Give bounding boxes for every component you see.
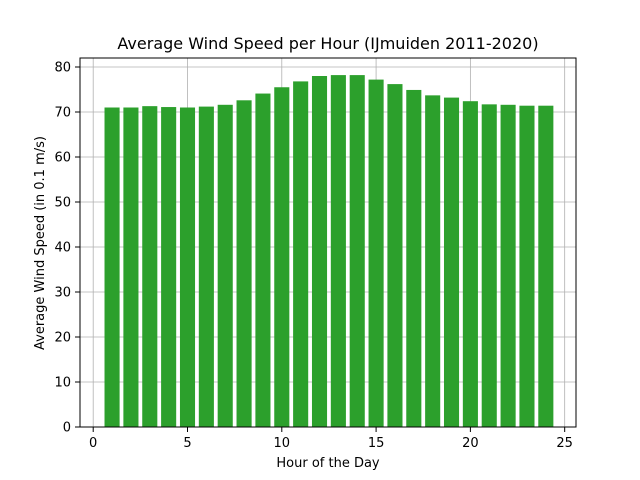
y-tick-label: 10 bbox=[54, 376, 71, 391]
y-axis-ticks: 0 10 20 30 40 50 60 70 80 bbox=[54, 61, 80, 436]
x-tick-label: 15 bbox=[368, 436, 385, 451]
x-tick-label: 0 bbox=[89, 436, 97, 451]
y-tick-label: 20 bbox=[54, 331, 71, 346]
y-axis-label: Average Wind Speed (in 0.1 m/s) bbox=[33, 136, 48, 350]
bar-hour-10 bbox=[274, 87, 290, 427]
y-tick-label: 60 bbox=[54, 151, 71, 166]
y-tick-label: 30 bbox=[54, 286, 71, 301]
x-tick-label: 10 bbox=[274, 436, 291, 451]
y-tick-label: 40 bbox=[54, 241, 71, 256]
bar-hour-15 bbox=[368, 79, 384, 427]
y-tick-label: 50 bbox=[54, 196, 71, 211]
bar-hour-23 bbox=[519, 105, 535, 427]
x-axis-ticks: 0 5 10 15 20 25 bbox=[89, 427, 573, 451]
bar-hour-1 bbox=[104, 107, 120, 427]
bar-hour-8 bbox=[236, 100, 252, 428]
bar-hour-7 bbox=[217, 104, 233, 428]
bar-hour-21 bbox=[481, 104, 497, 427]
plot-frame bbox=[79, 57, 577, 428]
bar-hour-14 bbox=[349, 75, 365, 427]
x-tick-label: 20 bbox=[462, 436, 479, 451]
bar-hour-22 bbox=[500, 104, 516, 428]
bar-hour-6 bbox=[198, 106, 214, 427]
y-tick-label: 0 bbox=[63, 421, 71, 436]
bar-hour-24 bbox=[538, 105, 554, 427]
bar-hour-16 bbox=[387, 84, 403, 427]
bar-hour-19 bbox=[443, 97, 460, 427]
bar-hour-13 bbox=[330, 75, 346, 427]
x-tick-label: 5 bbox=[183, 436, 191, 451]
bar-hour-9 bbox=[255, 93, 271, 428]
bar-hour-2 bbox=[123, 107, 139, 427]
bar-hour-3 bbox=[142, 106, 158, 428]
bar-hour-4 bbox=[161, 107, 177, 428]
bar-hour-11 bbox=[293, 81, 309, 428]
x-tick-label: 25 bbox=[556, 436, 573, 451]
y-tick-label: 80 bbox=[54, 61, 71, 76]
bar-hour-20 bbox=[462, 101, 478, 427]
bar-hour-12 bbox=[311, 76, 328, 427]
bars-layer bbox=[104, 75, 554, 428]
chart-title: Average Wind Speed per Hour (IJmuiden 20… bbox=[117, 34, 538, 53]
x-axis-label: Hour of the Day bbox=[276, 456, 380, 471]
y-tick-label: 70 bbox=[54, 106, 71, 121]
bar-hour-18 bbox=[425, 95, 441, 427]
bar-hour-17 bbox=[406, 89, 422, 427]
bar-hour-5 bbox=[179, 107, 196, 427]
